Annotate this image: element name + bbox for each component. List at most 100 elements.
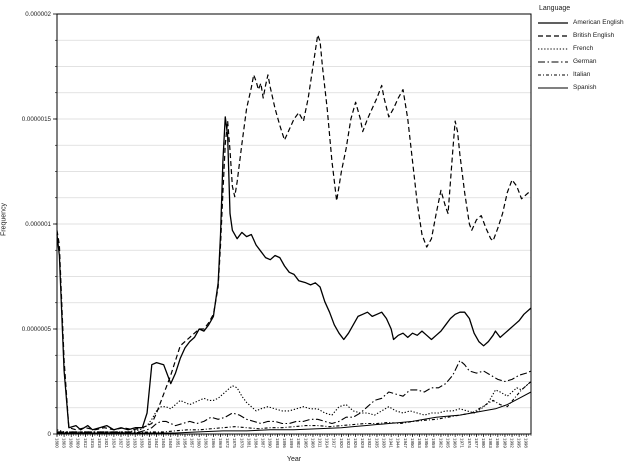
x-tick-label: 1827	[118, 438, 123, 448]
legend-item-american-english: American English	[537, 16, 639, 29]
x-tick-label: 1995	[517, 438, 522, 448]
x-tick-label: 1818	[97, 438, 102, 448]
y-tick-label: 0	[48, 431, 52, 438]
x-tick-label: 1812	[83, 438, 88, 448]
legend-item-label: American English	[573, 19, 624, 26]
x-tick-label: 1881	[246, 438, 251, 448]
x-tick-label: 1854	[182, 438, 187, 448]
legend-item-label: German	[573, 58, 597, 65]
x-tick-label: 1914	[325, 438, 330, 448]
legend-line-sample-icon	[538, 47, 568, 50]
series-line-french	[56, 381, 532, 433]
x-tick-label: 1980	[481, 438, 486, 448]
legend-item-label: British English	[573, 32, 615, 39]
legend: Language American English British English…	[537, 5, 639, 94]
legend-item-label: Spanish	[573, 84, 597, 91]
legend-line-sample-icon	[538, 60, 568, 63]
series-line-italian	[56, 381, 532, 434]
x-tick-label: 1971	[460, 438, 465, 448]
x-tick-label: 1965	[445, 438, 450, 448]
legend-line-sample-icon	[538, 34, 568, 37]
x-tick-label: 1899	[289, 438, 294, 448]
x-tick-label: 1920	[339, 438, 344, 448]
x-tick-label: 1872	[225, 438, 230, 448]
series-line-german	[57, 359, 532, 433]
legend-item-label: Italian	[573, 71, 591, 78]
x-tick-label: 1806	[69, 438, 74, 448]
legend-item-german: German	[537, 55, 639, 68]
x-tick-label: 1974	[467, 438, 472, 448]
x-tick-label: 1941	[389, 438, 394, 448]
x-tick-label: 1932	[367, 438, 372, 448]
x-tick-label: 1917	[332, 438, 337, 448]
x-tick-label: 1896	[282, 438, 287, 448]
legend-item-french: French	[537, 42, 639, 55]
y-tick-label: 0.000002	[25, 11, 51, 18]
x-tick-label: 1968	[453, 438, 458, 448]
x-tick-label: 1839	[147, 438, 152, 448]
legend-line-sample-icon	[538, 21, 568, 24]
y-tick-label: 0.0000015	[22, 116, 52, 123]
x-tick-label: 1860	[197, 438, 202, 448]
x-tick-label: 1884	[253, 438, 258, 448]
legend-item-spanish: Spanish	[537, 81, 639, 94]
x-tick-label: 1845	[161, 438, 166, 448]
x-tick-label: 1950	[410, 438, 415, 448]
x-tick-label: 1998	[524, 438, 529, 448]
legend-title: Language	[539, 5, 571, 12]
x-tick-label: 1905	[303, 438, 308, 448]
legend-items: American English British English French Ger…	[537, 16, 639, 94]
x-tick-label: 1800	[54, 438, 59, 448]
x-axis-title: Year	[286, 456, 302, 463]
y-tick-label: 0.000001	[25, 221, 51, 228]
x-tick-label: 1848	[168, 438, 173, 448]
x-tick-label: 1959	[431, 438, 436, 448]
x-tick-label: 1833	[133, 438, 138, 448]
legend-item-italian: Italian	[537, 68, 639, 81]
series-line-spanish	[57, 391, 532, 434]
x-tick-label: 1911	[317, 438, 322, 448]
x-tick-label: 1962	[438, 438, 443, 448]
x-tick-label: 1986	[495, 438, 500, 448]
series-line-british-english	[56, 34, 532, 431]
x-tick-label: 1878	[239, 438, 244, 448]
x-tick-label: 1866	[211, 438, 216, 448]
series-line-american-english	[56, 116, 532, 431]
x-tick-label: 1983	[488, 438, 493, 448]
legend-item-british-english: British English	[537, 29, 639, 42]
x-tick-label: 1893	[275, 438, 280, 448]
x-tick-label: 1908	[310, 438, 315, 448]
legend-line-sample-icon	[538, 73, 568, 76]
x-tick-label: 1953	[417, 438, 422, 448]
x-tick-label: 1863	[204, 438, 209, 448]
x-tick-label: 1830	[126, 438, 131, 448]
legend-line-sample-icon	[538, 87, 568, 88]
x-tick-label: 1989	[502, 438, 507, 448]
x-tick-label: 1923	[346, 438, 351, 448]
x-tick-label: 1890	[268, 438, 273, 448]
x-tick-label: 1842	[154, 438, 159, 448]
x-tick-label: 1935	[374, 438, 379, 448]
x-tick-label: 1977	[474, 438, 479, 448]
x-tick-label: 1929	[360, 438, 365, 448]
x-tick-label: 1992	[509, 438, 514, 448]
x-tick-label: 1947	[403, 438, 408, 448]
x-tick-label: 1938	[381, 438, 386, 448]
x-tick-label: 1803	[62, 438, 67, 448]
x-tick-label: 1875	[232, 438, 237, 448]
y-tick-label: 0.0000005	[22, 326, 52, 333]
legend-item-label: French	[573, 45, 594, 52]
x-tick-label: 1956	[424, 438, 429, 448]
x-tick-label: 1869	[218, 438, 223, 448]
x-tick-label: 1857	[189, 438, 194, 448]
x-tick-label: 1821	[104, 438, 109, 448]
x-tick-label: 1851	[175, 438, 180, 448]
x-tick-label: 1815	[90, 438, 95, 448]
x-tick-label: 1944	[396, 438, 401, 448]
x-tick-label: 1902	[296, 438, 301, 448]
x-tick-label: 1836	[140, 438, 145, 448]
x-tick-label: 1926	[353, 438, 358, 448]
x-tick-label: 1887	[261, 438, 266, 448]
